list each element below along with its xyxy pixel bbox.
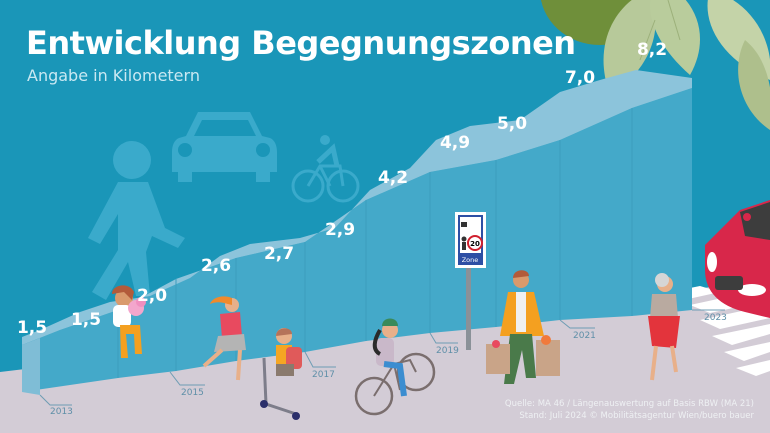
- wall-top: [22, 70, 692, 345]
- child-on-scooter: [260, 328, 302, 420]
- leaves-decoration: [541, 0, 770, 130]
- cyclist-icon: [291, 135, 360, 203]
- red-car: [705, 200, 770, 318]
- man-with-shopping-bags: [486, 270, 560, 384]
- value-label-2023: 8,2: [636, 40, 668, 60]
- year-label-2019: 2019: [436, 346, 459, 356]
- value-label-2019: 4,2: [377, 168, 409, 188]
- elderly-woman-running: [648, 273, 680, 381]
- girl-sitting-with-flowers: [112, 285, 146, 358]
- value-label-2020: 4,9: [439, 133, 471, 153]
- year-tick-lines: [39, 309, 725, 406]
- woman-on-bicycle: [354, 318, 436, 416]
- source-credit: Quelle: MA 46 / Längenauswertung auf Bas…: [504, 399, 754, 409]
- value-label-2021: 5,0: [496, 114, 528, 134]
- year-label-2021: 2021: [573, 331, 596, 341]
- car-icon: [172, 112, 277, 182]
- pedestrian-icon: [88, 141, 185, 300]
- year-label-2017: 2017: [312, 370, 335, 380]
- svg-text:Zone: Zone: [462, 256, 479, 264]
- value-label-2013: 1,5: [16, 318, 48, 338]
- year-label-2013: 2013: [50, 407, 73, 417]
- svg-text:20: 20: [470, 240, 480, 248]
- page-subtitle: Angabe in Kilometern: [27, 66, 200, 85]
- wall-end: [22, 338, 40, 395]
- page-title: Entwicklung Begegnungszonen: [26, 24, 576, 62]
- value-label-2014: 1,5: [70, 310, 102, 330]
- running-girl: [202, 296, 246, 381]
- begegnungszone-sign-icon: 20 Zone: [455, 212, 486, 350]
- value-label-2016: 2,6: [200, 256, 232, 276]
- value-label-2022: 7,0: [564, 68, 596, 88]
- value-label-2017: 2,7: [263, 244, 295, 264]
- value-label-2018: 2,9: [324, 220, 356, 240]
- value-label-2015: 2,0: [136, 286, 168, 306]
- year-label-2023: 2023: [704, 313, 727, 323]
- year-label-2015: 2015: [181, 388, 204, 398]
- stand-credit: Stand: Juli 2024 © Mobilitätsagentur Wie…: [519, 411, 754, 421]
